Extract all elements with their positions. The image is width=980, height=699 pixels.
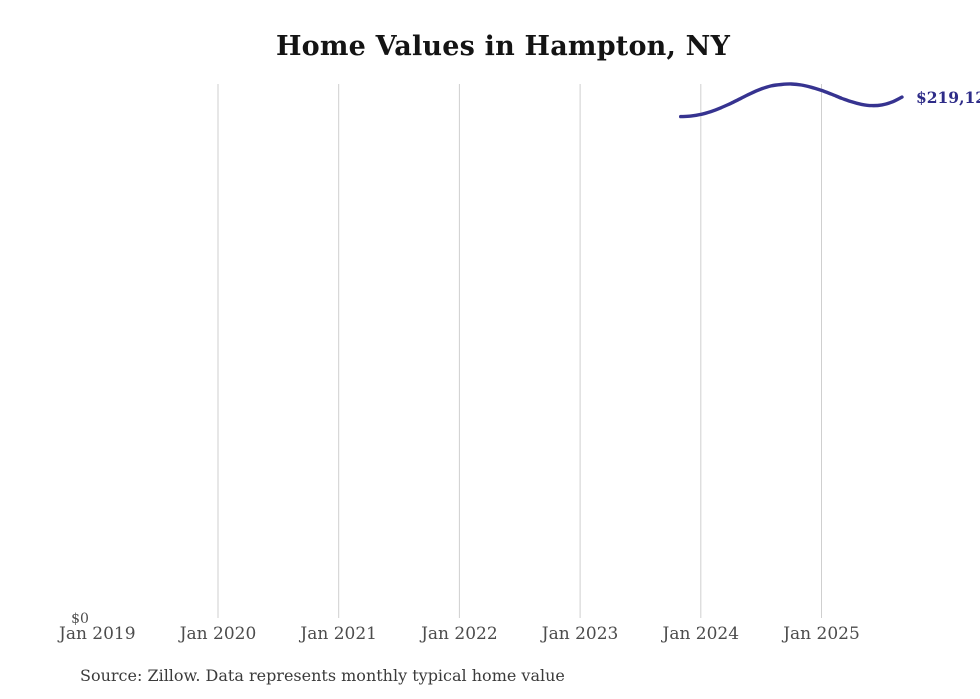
x-tick-label: Jan 2022 xyxy=(421,624,498,644)
source-note: Source: Zillow. Data represents monthly … xyxy=(80,666,565,685)
y-axis-zero-label: $0 xyxy=(71,611,89,627)
x-tick-label: Jan 2019 xyxy=(59,624,136,644)
x-tick-label: Jan 2023 xyxy=(541,624,619,644)
x-axis-labels: Jan 2019 Jan 2020 Jan 2021 Jan 2022 Jan 2023… xyxy=(0,624,980,644)
x-tick-label: Jan 2025 xyxy=(783,624,860,644)
x-tick-label: Jan 2021 xyxy=(300,624,377,644)
series-end-value-label: $219,12 xyxy=(915,88,980,108)
x-tick-label: Jan 2020 xyxy=(179,624,257,644)
series-line xyxy=(679,82,904,119)
chart-title: Home Values in Hampton, NY xyxy=(275,31,731,62)
x-tick-label: Jan 2024 xyxy=(662,624,740,644)
